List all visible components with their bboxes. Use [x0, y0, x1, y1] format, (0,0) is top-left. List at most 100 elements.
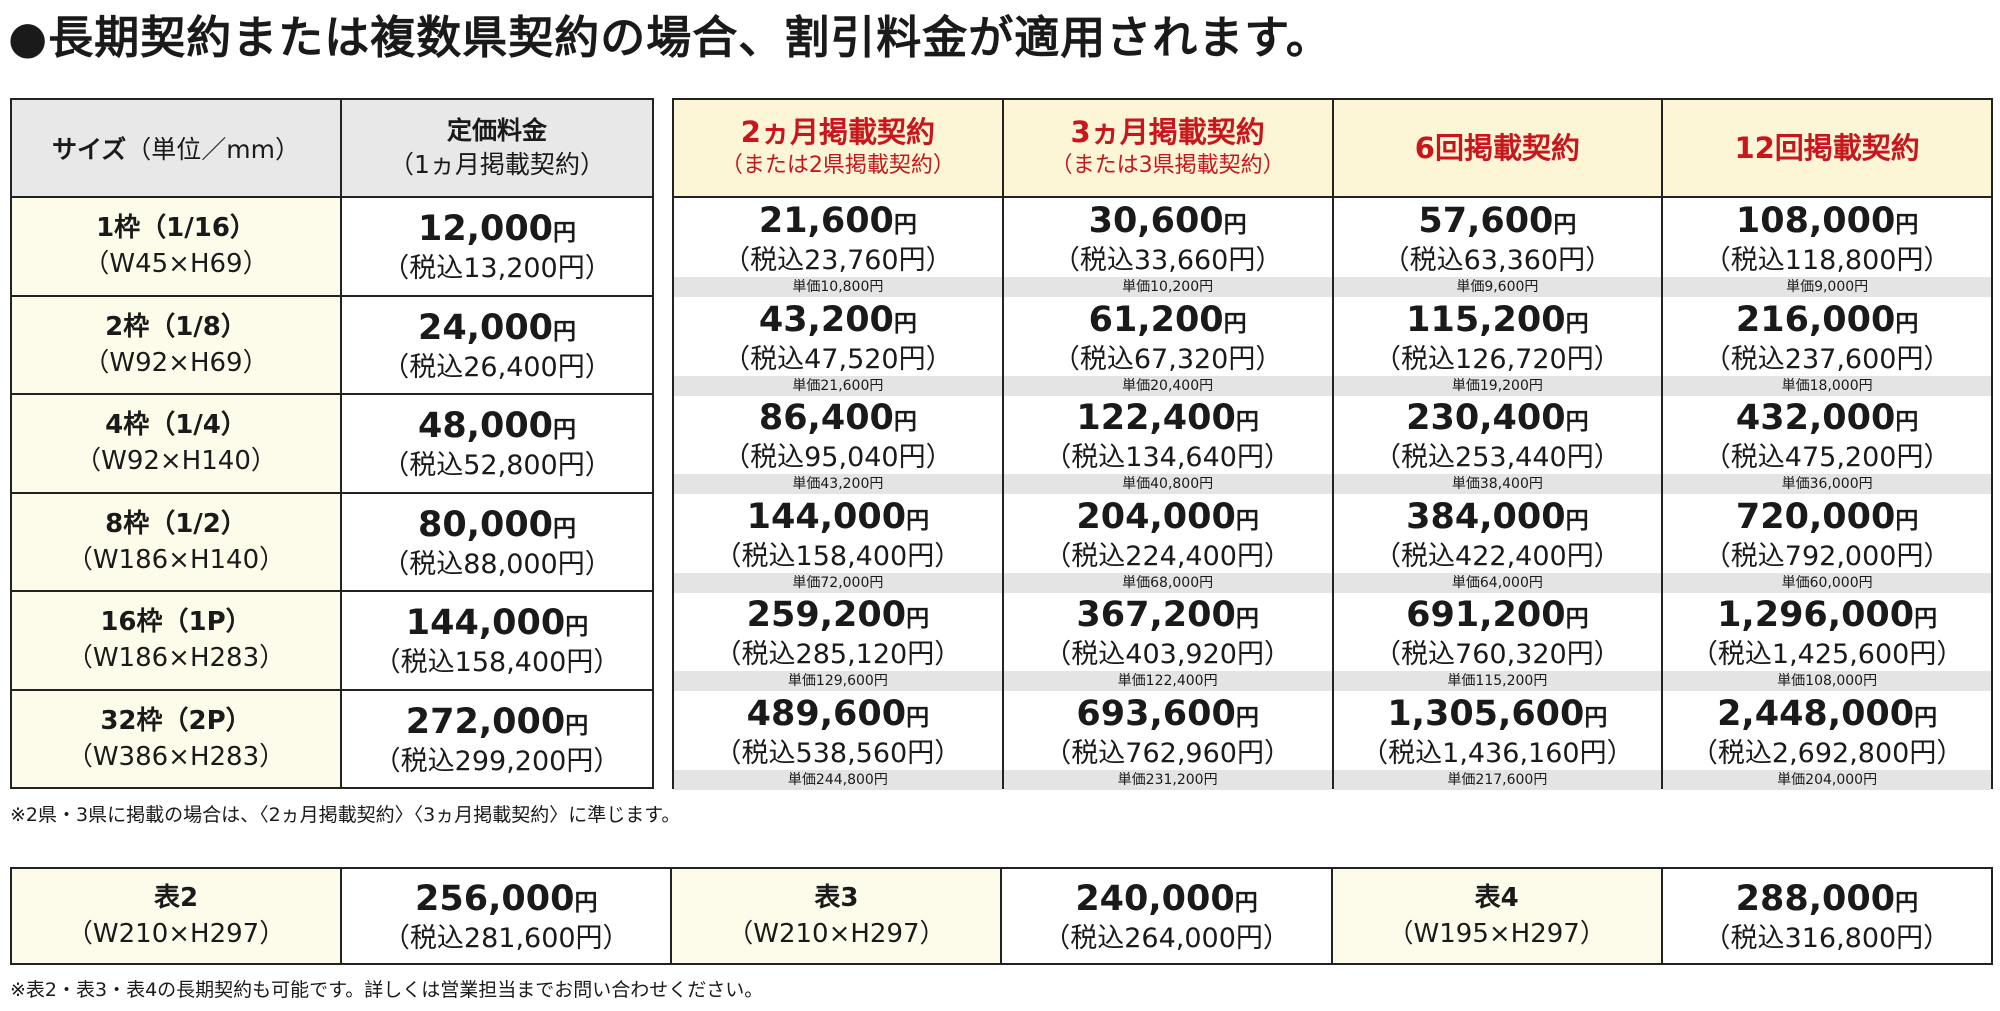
price-amount: 288,000円 — [1663, 879, 1991, 923]
yen-symbol: 円 — [565, 712, 589, 739]
price-value: 240,000 — [1075, 879, 1235, 919]
price-value: 216,000 — [1735, 299, 1896, 340]
cover-contract-note: ※表2・表3・表4の長期契約も可能です。詳しくは営業担当までお問い合わせください… — [10, 979, 764, 1001]
discount-price-cell: 43,200円 （税込47,520円） 単価21,600円 — [672, 294, 1004, 396]
price-value: 2,448,000 — [1717, 693, 1915, 734]
tax-included-price: （税込264,000円） — [1043, 923, 1290, 954]
price-content: 144,000円 （税込158,400円） — [342, 593, 652, 687]
price-value: 144,000 — [746, 496, 907, 537]
price-amount: 259,200円 — [674, 595, 1002, 639]
size-header-unit: （単位／mm） — [126, 135, 300, 164]
unit-price-bar: 単価122,400円 — [1003, 671, 1332, 692]
discount-price-cell: 367,200円 （税込403,920円） 単価122,400円 — [1001, 590, 1334, 692]
yen-symbol: 円 — [1914, 606, 1938, 633]
price-value: 230,400 — [1406, 398, 1566, 439]
size-name: 8枠（1/2） — [105, 508, 247, 539]
price-amount: 272,000円 — [342, 702, 652, 746]
size-dimensions: （W186×H140） — [66, 544, 286, 575]
yen-symbol: 円 — [893, 212, 917, 239]
plan-header-3month: 3ヵ月掲載契約 （または3県掲載契約） — [1001, 98, 1334, 198]
yen-symbol: 円 — [1895, 890, 1919, 916]
price-content: 122,400円 （税込134,640円） 単価40,800円 — [1003, 396, 1332, 495]
tax-included-price: （税込2,692,800円） — [1690, 737, 1964, 769]
price-value: 720,000 — [1735, 496, 1896, 537]
tax-included-price: （税込316,800円） — [1703, 923, 1951, 954]
price-amount: 48,000円 — [342, 406, 652, 450]
discount-price-cell: 720,000円 （税込792,000円） 単価60,000円 — [1661, 491, 1993, 593]
yen-symbol: 円 — [893, 310, 917, 337]
price-content: 1,296,000円 （税込1,425,600円） 単価108,000円 — [1663, 593, 1991, 692]
tax-included-price: （税込224,400円） — [1044, 540, 1291, 572]
price-amount: 12,000円 — [342, 209, 652, 253]
price-value: 693,600 — [1076, 693, 1236, 734]
price-value: 259,200 — [746, 595, 907, 636]
price-content: 432,000円 （税込475,200円） 単価36,000円 — [1663, 396, 1991, 495]
tax-included-price: （税込760,320円） — [1374, 639, 1621, 671]
plan-header-sub: （または3県掲載契約） — [1050, 153, 1285, 178]
page-title: ●長期契約または複数県契約の場合、割引料金が適用されます。 — [8, 11, 1332, 64]
price-content: 108,000円 （税込118,800円） 単価9,000円 — [1663, 199, 1991, 298]
price-amount: 720,000円 — [1663, 497, 1991, 541]
discount-price-cell: 108,000円 （税込118,800円） 単価9,000円 — [1661, 196, 1993, 298]
tax-included-price: （税込475,200円） — [1703, 442, 1951, 474]
table-row: 144,000円 （税込158,400円） 単価72,000円 204,000円 （税込… — [672, 491, 1993, 593]
tax-included-price: （税込1,436,160円） — [1361, 737, 1634, 769]
plan-header-6times: 6回掲載契約 — [1331, 98, 1664, 198]
yen-symbol: 円 — [1565, 310, 1589, 337]
price-content: 720,000円 （税込792,000円） 単価60,000円 — [1663, 495, 1991, 593]
price-value: 57,600 — [1418, 201, 1554, 242]
table-row: 32枠（2P） （W386×H283） 272,000円 （税込299,200円） — [10, 688, 654, 789]
tax-included-price: （税込403,920円） — [1044, 639, 1291, 671]
yen-symbol: 円 — [1235, 409, 1259, 436]
discount-price-cell: 1,305,600円 （税込1,436,160円） 単価217,600円 — [1331, 688, 1664, 790]
price-amount: 256,000円 — [342, 879, 670, 923]
unit-price-bar: 単価129,600円 — [674, 671, 1002, 692]
price-value: 367,200 — [1076, 595, 1236, 636]
yen-symbol: 円 — [906, 606, 930, 633]
table-row: 2枠（1/8） （W92×H69） 24,000円 （税込26,400円） — [10, 294, 654, 395]
yen-symbol: 円 — [1235, 704, 1259, 731]
price-value: 24,000 — [417, 307, 554, 348]
tax-included-price: （税込33,660円） — [1052, 245, 1283, 277]
price-value: 691,200 — [1406, 595, 1566, 636]
yen-symbol: 円 — [574, 890, 598, 916]
size-name: 4枠（1/4） — [105, 410, 247, 441]
cover-price-table: 表2 （W210×H297） 256,000円 （税込281,600円） 表3 （W210… — [9, 867, 1993, 965]
price-value: 12,000 — [417, 209, 554, 250]
standard-price-cell: 144,000円 （税込158,400円） — [340, 590, 654, 691]
price-amount: 240,000円 — [1002, 879, 1330, 923]
unit-price-bar: 単価217,600円 — [1333, 769, 1662, 790]
tax-included-price: （税込26,400円） — [382, 351, 612, 383]
unit-price-bar: 単価18,000円 — [1663, 375, 1991, 396]
price-content: 1,305,600円 （税込1,436,160円） 単価217,600円 — [1333, 692, 1662, 790]
tax-included-price: （税込762,960円） — [1044, 737, 1291, 769]
price-value: 30,600 — [1088, 201, 1224, 242]
unit-price-bar: 単価43,200円 — [674, 474, 1002, 495]
unit-price-bar: 単価10,200円 — [1003, 277, 1332, 298]
size-dimensions: （W92×H140） — [75, 446, 277, 477]
price-value: 144,000 — [405, 603, 566, 644]
standard-price-header-sub: （1ヵ月掲載契約） — [389, 150, 605, 179]
price-content: 86,400円 （税込95,040円） 単価43,200円 — [674, 396, 1002, 495]
price-content: 693,600円 （税込762,960円） 単価231,200円 — [1003, 692, 1332, 790]
tax-included-price: （税込158,400円） — [714, 540, 962, 572]
yen-symbol: 円 — [1565, 507, 1589, 534]
price-amount: 144,000円 — [342, 603, 652, 647]
price-amount: 216,000円 — [1663, 300, 1991, 344]
yen-symbol: 円 — [1223, 212, 1247, 239]
size-name: 1枠（1/16） — [96, 213, 256, 244]
price-amount: 115,200円 — [1334, 300, 1662, 344]
price-value: 1,305,600 — [1387, 693, 1585, 734]
plan-header-sub: （または2県掲載契約） — [720, 153, 955, 178]
size-cell: 1枠（1/16） （W45×H69） — [10, 196, 342, 297]
price-amount: 43,200円 — [674, 300, 1002, 344]
price-content: 489,600円 （税込538,560円） 単価244,800円 — [674, 692, 1002, 790]
price-value: 86,400 — [758, 398, 894, 439]
price-value: 108,000 — [1735, 201, 1896, 242]
price-value: 80,000 — [417, 504, 554, 545]
price-amount: 432,000円 — [1663, 398, 1991, 442]
tax-included-price: （税込1,425,600円） — [1690, 639, 1964, 671]
cover-price-cell: 240,000円 （税込264,000円） — [1000, 867, 1333, 965]
tax-included-price: （税込299,200円） — [373, 745, 621, 777]
table-row: 21,600円 （税込23,760円） 単価10,800円 30,600円 （税込33,… — [672, 196, 1993, 298]
